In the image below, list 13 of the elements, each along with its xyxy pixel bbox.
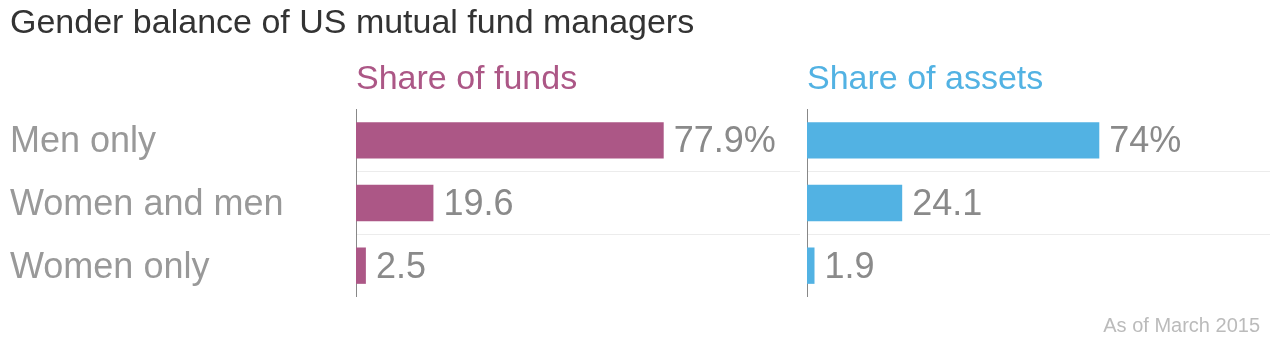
y-tick-label: Women and men: [10, 181, 284, 223]
data-label: 2.5: [375, 244, 426, 286]
text: As of March 2015: [1103, 314, 1260, 337]
chart-subtitle: Share of assets: [807, 58, 1044, 97]
chart-title: Gender balance of US mutual fund managers: [10, 2, 695, 41]
chart-subtitle: Share of funds: [356, 58, 578, 97]
data-label: 19.6: [443, 181, 514, 223]
data-label: 77.9%: [673, 119, 776, 161]
data-label: 74%: [1109, 119, 1182, 161]
y-tick-label: Men only: [10, 119, 157, 161]
data-label: 24.1: [912, 181, 983, 223]
data-label: 1.9: [824, 244, 875, 286]
y-tick-label: Women only: [10, 244, 210, 286]
